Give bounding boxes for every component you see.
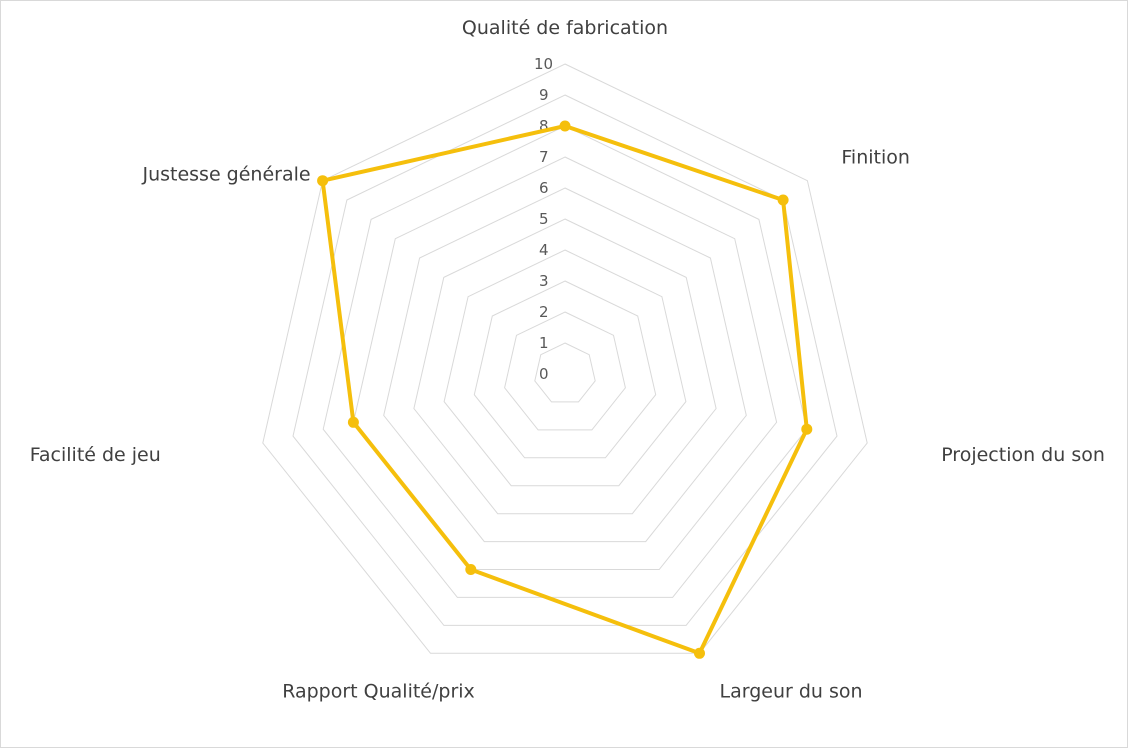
- tick-label: 1: [539, 334, 549, 352]
- data-point: [694, 647, 705, 659]
- tick-label: 0: [539, 365, 549, 383]
- grid-ring: [262, 63, 868, 654]
- radial-tick-labels: 0 1 2 3 4 5 6 7 8 9 10: [534, 55, 553, 383]
- grid-ring: [504, 311, 626, 431]
- grid-ring: [322, 125, 808, 598]
- data-point: [347, 416, 359, 428]
- data-point: [465, 564, 477, 575]
- tick-label: 6: [539, 179, 549, 197]
- tick-label: 10: [534, 55, 553, 73]
- tick-label: 3: [539, 272, 549, 290]
- grid-ring: [473, 280, 657, 459]
- data-point: [317, 175, 329, 187]
- series-layer: [317, 120, 813, 659]
- grid-ring: [443, 249, 687, 487]
- tick-label: 2: [539, 303, 549, 321]
- category-label: Facilité de jeu: [30, 444, 161, 466]
- grid-ring: [383, 187, 747, 543]
- category-label: Largeur du son: [720, 680, 863, 702]
- series-line: [320, 124, 809, 656]
- grid-ring: [534, 342, 596, 403]
- data-point: [801, 423, 813, 435]
- tick-label: 8: [539, 117, 549, 135]
- data-point: [559, 120, 571, 132]
- grid-ring: [292, 94, 838, 626]
- grid-ring: [413, 218, 717, 515]
- category-label: Rapport Qualité/prix: [282, 680, 475, 702]
- category-label: Finition: [841, 147, 910, 169]
- tick-label: 5: [539, 210, 549, 228]
- tick-label: 7: [539, 148, 549, 166]
- tick-label: 4: [539, 241, 549, 259]
- grid-rings: [262, 63, 868, 654]
- category-label: Qualité de fabrication: [462, 17, 668, 39]
- category-label: Projection du son: [941, 444, 1105, 466]
- tick-label: 9: [539, 86, 549, 104]
- data-point: [777, 194, 789, 206]
- category-labels: Qualité de fabrication Finition Projection…: [30, 17, 1105, 702]
- category-label: Justesse générale: [141, 164, 310, 186]
- grid-ring: [352, 156, 778, 570]
